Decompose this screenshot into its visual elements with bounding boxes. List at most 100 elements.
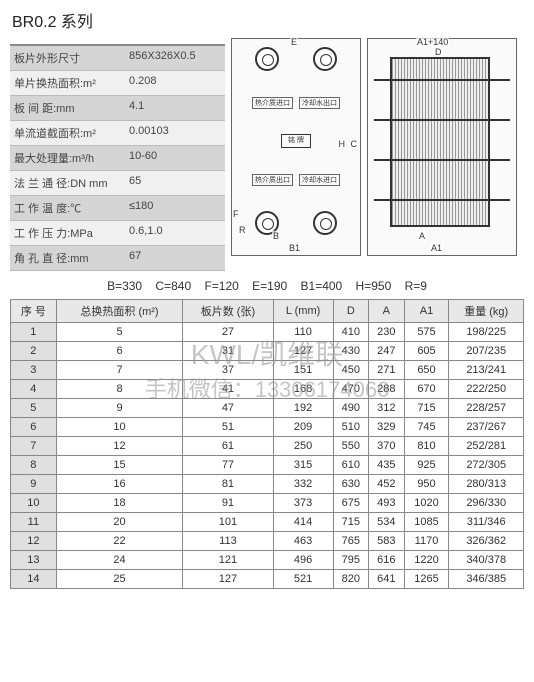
tie-bolt — [374, 159, 510, 161]
port-label-3: 热介质出口 — [252, 174, 293, 186]
table-cell: 250 — [273, 437, 333, 456]
table-cell: 252/281 — [449, 437, 524, 456]
table-cell: 463 — [273, 532, 333, 551]
spec-row: 最大处理量:m³/h10-60 — [10, 146, 225, 171]
table-cell: 616 — [369, 551, 405, 570]
table-cell: 12 — [56, 437, 183, 456]
port-top-right — [313, 47, 337, 71]
table-cell: 228/257 — [449, 399, 524, 418]
tie-bolt — [374, 199, 510, 201]
dim-B: B — [272, 231, 280, 241]
table-cell: 18 — [56, 494, 183, 513]
port-top-left — [255, 47, 279, 71]
spec-row: 单流道截面积:m²0.00103 — [10, 121, 225, 146]
table-cell: 101 — [183, 513, 273, 532]
table-cell: 329 — [369, 418, 405, 437]
table-cell: 25 — [56, 570, 183, 589]
table-cell: 650 — [404, 361, 449, 380]
spec-value: 10-60 — [125, 146, 225, 170]
table-cell: 765 — [333, 532, 369, 551]
dim-A1: A1 — [430, 243, 443, 253]
series-title: BR0.2 系列 — [0, 0, 534, 36]
table-cell: 745 — [404, 418, 449, 437]
table-cell: 20 — [56, 513, 183, 532]
table-cell: 10 — [11, 494, 57, 513]
table-cell: 8 — [11, 456, 57, 475]
port-label-1: 热介质进口 — [252, 97, 293, 109]
table-cell: 610 — [333, 456, 369, 475]
table-cell: 288 — [369, 380, 405, 399]
table-cell: 925 — [404, 456, 449, 475]
spec-row: 板 间 距:mm4.1 — [10, 96, 225, 121]
table-cell: 247 — [369, 342, 405, 361]
spec-row: 工 作 压 力:MPa0.6,1.0 — [10, 221, 225, 246]
spec-row: 单片换热面积:m²0.208 — [10, 71, 225, 96]
table-cell: 113 — [183, 532, 273, 551]
tie-bolt — [374, 79, 510, 81]
table-cell: 7 — [56, 361, 183, 380]
table-cell: 280/313 — [449, 475, 524, 494]
table-cell: 37 — [183, 361, 273, 380]
table-cell: 10 — [56, 418, 183, 437]
table-cell: 373 — [273, 494, 333, 513]
table-cell: 715 — [404, 399, 449, 418]
table-cell: 6 — [56, 342, 183, 361]
table-cell: 435 — [369, 456, 405, 475]
dim-H: H — [338, 139, 347, 149]
table-cell: 6 — [11, 418, 57, 437]
dim-E: E — [290, 37, 298, 47]
table-cell: 1220 — [404, 551, 449, 570]
table-cell: 7 — [11, 437, 57, 456]
table-cell: 583 — [369, 532, 405, 551]
table-cell: 296/330 — [449, 494, 524, 513]
table-cell: 51 — [183, 418, 273, 437]
table-row: 14251275218206411265346/385 — [11, 570, 524, 589]
table-cell: 332 — [273, 475, 333, 494]
table-header-cell: L (mm) — [273, 300, 333, 323]
table-cell: 8 — [56, 380, 183, 399]
table-row: 1527110410230575198/225 — [11, 323, 524, 342]
spec-row: 法 兰 通 径:DN mm65 — [10, 171, 225, 196]
table-cell: 1170 — [404, 532, 449, 551]
table-cell: 222/250 — [449, 380, 524, 399]
table-cell: 510 — [333, 418, 369, 437]
spec-label: 法 兰 通 径:DN mm — [10, 171, 125, 195]
table-cell: 1 — [11, 323, 57, 342]
table-row: 71261250550370810252/281 — [11, 437, 524, 456]
spec-label: 单片换热面积:m² — [10, 71, 125, 95]
table-header-cell: 总换热面积 (m²) — [56, 300, 183, 323]
table-cell: 521 — [273, 570, 333, 589]
table-cell: 550 — [333, 437, 369, 456]
table-cell: 27 — [183, 323, 273, 342]
table-cell: 47 — [183, 399, 273, 418]
table-cell: 493 — [369, 494, 405, 513]
table-row: 81577315610435925272/305 — [11, 456, 524, 475]
diagram-area: E 热介质进口 冷却水出口 铭 牌 热介质出口 冷却水进口 B B1 F C H — [231, 36, 524, 266]
table-header-cell: D — [333, 300, 369, 323]
spec-row: 板片外形尺寸856X326X0.5 — [10, 46, 225, 71]
spec-value: 67 — [125, 246, 225, 270]
table-row: 13241214967956161220340/378 — [11, 551, 524, 570]
table-cell: 452 — [369, 475, 405, 494]
table-row: 12221134637655831170326/362 — [11, 532, 524, 551]
spec-label: 角 孔 直 径:mm — [10, 246, 125, 270]
table-cell: 110 — [273, 323, 333, 342]
plate-pack — [390, 57, 490, 227]
table-row: 1018913736754931020296/330 — [11, 494, 524, 513]
table-header-cell: 序 号 — [11, 300, 57, 323]
table-cell: 2 — [11, 342, 57, 361]
dim-C: C — [350, 139, 359, 149]
table-cell: 641 — [369, 570, 405, 589]
table-cell: 9 — [11, 475, 57, 494]
table-cell: 534 — [369, 513, 405, 532]
table-cell: 209 — [273, 418, 333, 437]
table-cell: 950 — [404, 475, 449, 494]
table-cell: 810 — [404, 437, 449, 456]
table-cell: 121 — [183, 551, 273, 570]
spec-value: 0.6,1.0 — [125, 221, 225, 245]
table-cell: 230 — [369, 323, 405, 342]
table-cell: 490 — [333, 399, 369, 418]
table-row: 11201014147155341085311/346 — [11, 513, 524, 532]
table-cell: 340/378 — [449, 551, 524, 570]
table-cell: 31 — [183, 342, 273, 361]
